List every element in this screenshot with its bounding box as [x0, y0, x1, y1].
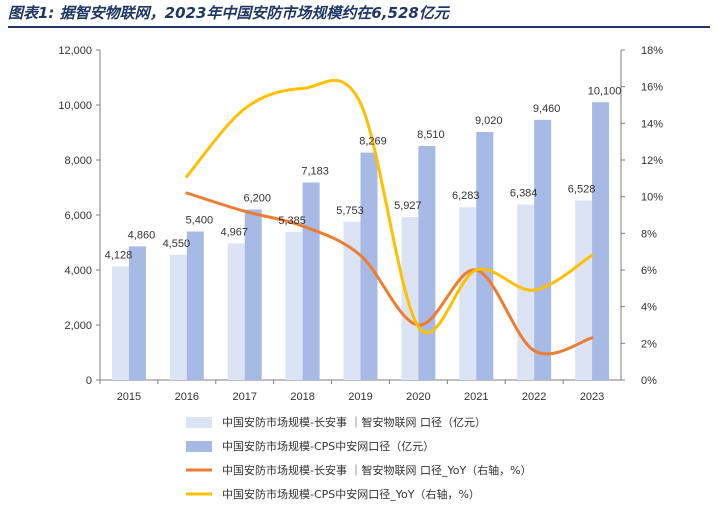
x-tick-label: 2016	[175, 391, 199, 403]
left-tick-label: 10,000	[58, 100, 92, 112]
legend-swatch-bar	[186, 441, 212, 452]
data-label-series-1: 5,927	[394, 200, 422, 212]
data-label-series-2: 5,400	[186, 215, 214, 227]
data-label-series-2: 8,269	[359, 136, 387, 148]
right-tick-label: 8%	[641, 228, 657, 240]
bar-series-2	[418, 145, 436, 380]
x-tick-label: 2023	[580, 391, 604, 403]
bar-series-1	[459, 207, 477, 380]
bar-series-2	[186, 231, 204, 380]
data-label-series-1: 5,753	[336, 205, 364, 217]
figure-title: 图表1: 据智安物联网，2023年中国安防市场规模约在6,528亿元	[8, 4, 449, 22]
right-tick-label: 12%	[641, 155, 663, 167]
right-tick-label: 18%	[641, 45, 663, 57]
data-label-series-2: 4,860	[128, 229, 156, 241]
bar-series-2	[244, 209, 262, 380]
bar-series-2	[128, 246, 146, 380]
data-label-series-2: 7,183	[301, 165, 329, 177]
data-label-series-1: 6,528	[568, 183, 596, 195]
bar-series-1	[575, 200, 593, 380]
right-tick-label: 0%	[641, 375, 657, 387]
data-label-series-1: 5,385	[278, 215, 306, 227]
right-tick-label: 4%	[641, 302, 657, 314]
legend-swatch-bar	[186, 417, 212, 428]
data-label-series-2: 10,100	[588, 85, 622, 97]
x-tick-label: 2021	[464, 391, 488, 403]
yoy-line-series-2	[185, 79, 594, 335]
data-label-series-1: 4,967	[220, 226, 248, 238]
title-rule	[8, 26, 710, 28]
x-tick-label: 2022	[522, 391, 546, 403]
right-tick-label: 2%	[641, 338, 657, 350]
data-label-series-2: 8,510	[417, 129, 445, 141]
bar-series-1	[343, 221, 361, 380]
data-label-series-2: 6,200	[243, 193, 271, 205]
right-tick-label: 14%	[641, 118, 663, 130]
left-tick-label: 0	[86, 375, 92, 387]
bar-series-1	[517, 204, 535, 380]
bar-series-1	[401, 217, 419, 380]
x-tick-label: 2020	[406, 391, 430, 403]
lines	[185, 79, 594, 356]
yoy-line-series-1	[185, 191, 594, 356]
bar-series-2	[534, 119, 552, 380]
left-tick-label: 2,000	[64, 320, 92, 332]
data-label-series-2: 9,020	[475, 115, 503, 127]
axes: 0 2,000 4,000 6,000 8,000 10,000 12,000 0% 2% 4% 6…	[58, 45, 663, 403]
bar-series-2	[476, 131, 494, 380]
legend-label: 中国安防市场规模-长安事 ｜智安物联网 口径（亿元）	[222, 415, 486, 429]
x-tick-label: 2018	[290, 391, 314, 403]
legend-label: 中国安防市场规模-CPS中安网口径_YoY（右轴，%）	[222, 487, 480, 501]
right-tick-label: 16%	[641, 82, 663, 94]
data-label-series-1: 4,128	[105, 249, 133, 261]
left-tick-label: 12,000	[58, 45, 92, 57]
x-tick-label: 2015	[117, 391, 141, 403]
left-tick-label: 6,000	[64, 210, 92, 222]
legend: 中国安防市场规模-长安事 ｜智安物联网 口径（亿元） 中国安防市场规模-CPS中安…	[186, 415, 532, 501]
left-tick-label: 4,000	[64, 265, 92, 277]
x-tick-label: 2017	[232, 391, 256, 403]
right-tick-label: 10%	[641, 192, 663, 204]
data-label-series-1: 6,384	[510, 187, 538, 199]
data-labels: 4,128 4,550 4,967 5,385 5,753 5,927 6,283 6,384…	[105, 85, 622, 261]
bar-series-1	[227, 243, 245, 380]
bar-series-2	[302, 182, 320, 380]
data-label-series-1: 4,550	[163, 238, 191, 250]
legend-label: 中国安防市场规模-长安事 ｜智安物联网 口径_YoY（右轴，%）	[222, 463, 532, 477]
bar-series-2	[592, 102, 610, 380]
x-tick-label: 2019	[348, 391, 372, 403]
bar-series-1	[169, 254, 187, 380]
bar-series-1	[285, 231, 303, 380]
bar-series-1	[111, 266, 129, 380]
right-tick-label: 6%	[641, 265, 657, 277]
left-tick-label: 8,000	[64, 155, 92, 167]
data-label-series-1: 6,283	[452, 190, 480, 202]
data-label-series-2: 9,460	[533, 103, 561, 115]
legend-label: 中国安防市场规模-CPS中安网口径（亿元）	[222, 439, 434, 453]
